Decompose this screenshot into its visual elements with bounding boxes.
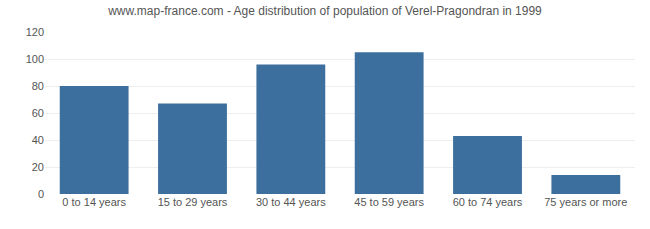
svg-text:40: 40	[32, 134, 44, 146]
svg-text:120: 120	[26, 26, 44, 38]
svg-text:75 years or more: 75 years or more	[544, 196, 627, 208]
svg-text:60 to 74 years: 60 to 74 years	[453, 196, 523, 208]
svg-text:60: 60	[32, 107, 44, 119]
svg-text:100: 100	[26, 53, 44, 65]
svg-text:0 to 14 years: 0 to 14 years	[62, 196, 126, 208]
svg-text:45 to 59 years: 45 to 59 years	[354, 196, 424, 208]
svg-text:0: 0	[38, 188, 44, 200]
svg-text:30 to 44 years: 30 to 44 years	[256, 196, 326, 208]
svg-text:80: 80	[32, 80, 44, 92]
svg-text:www.map-france.com - Age distr: www.map-france.com - Age distribution of…	[107, 4, 542, 18]
svg-text:15 to 29 years: 15 to 29 years	[158, 196, 228, 208]
svg-text:20: 20	[32, 161, 44, 173]
